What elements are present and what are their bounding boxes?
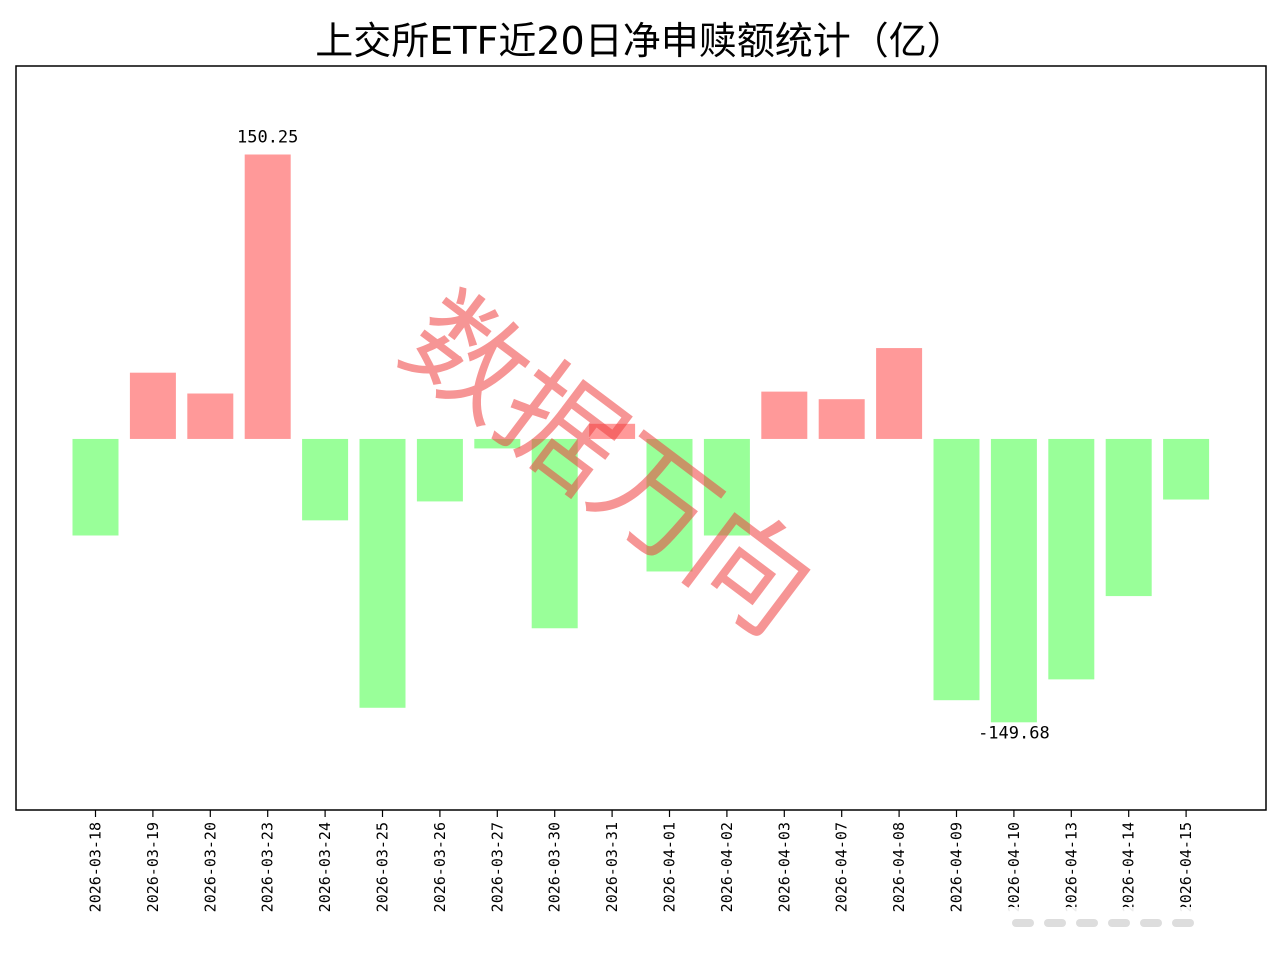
bar-2026-04-08 (876, 348, 923, 439)
bar-2026-03-20 (187, 393, 234, 439)
x-tick-label: 2026-04-10 (1005, 822, 1023, 912)
bar-2026-03-30 (531, 438, 578, 629)
bar-2026-03-18 (72, 438, 119, 536)
x-tick-label: 2026-04-01 (661, 822, 679, 912)
x-axis-ticks: 2026-03-18 2026-03-19 2026-03-20 2026-03-23… (87, 810, 1195, 912)
bar-2026-04-01 (646, 438, 693, 572)
x-tick-label: 2026-03-31 (603, 822, 621, 912)
x-tick-label: 2026-03-19 (144, 822, 162, 912)
x-tick-label: 2026-03-27 (488, 822, 506, 912)
bar-2026-03-27 (474, 438, 521, 449)
plot-frame (15, 65, 1267, 811)
x-tick-label: 2026-03-23 (259, 822, 277, 912)
x-tick-label: 2026-03-18 (87, 822, 105, 912)
bar-2026-03-24 (302, 438, 349, 521)
bar-2026-03-23 (244, 154, 291, 439)
bar-2026-03-26 (416, 438, 463, 502)
footer-dot (1012, 919, 1034, 927)
x-tick-label: 2026-04-15 (1177, 822, 1195, 912)
bar-2026-03-25 (359, 438, 406, 708)
x-tick-label: 2026-04-03 (775, 822, 793, 912)
footer-dot (1140, 919, 1162, 927)
footer-badge (1002, 907, 1262, 939)
data-labels: 150.25 -149.68 (237, 128, 1050, 744)
footer-dot (1172, 919, 1194, 927)
bar-2026-03-31 (589, 423, 636, 439)
x-tick-label: 2026-04-08 (890, 822, 908, 912)
x-tick-label: 2026-03-25 (374, 822, 392, 912)
bar-2026-04-03 (761, 391, 808, 439)
bar-2026-04-13 (1048, 438, 1095, 680)
data-label: -149.68 (978, 723, 1050, 743)
chart-title: 上交所ETF近20日净申赎额统计（亿） (315, 19, 965, 63)
bar-2026-04-14 (1105, 438, 1152, 597)
footer-dot (1044, 919, 1066, 927)
bar-2026-04-10 (990, 438, 1037, 723)
x-tick-label: 2026-04-02 (718, 822, 736, 912)
bar-2026-04-02 (703, 438, 750, 536)
x-tick-label: 2026-03-30 (546, 822, 564, 912)
x-tick-label: 2026-03-24 (316, 822, 334, 912)
x-tick-label: 2026-04-14 (1120, 822, 1138, 912)
x-tick-label: 2026-03-26 (431, 822, 449, 912)
bar-2026-04-09 (933, 438, 980, 701)
x-tick-label: 2026-04-09 (948, 822, 966, 912)
x-tick-label: 2026-04-07 (833, 822, 851, 912)
x-tick-label: 2026-03-20 (201, 822, 219, 912)
footer-dot (1108, 919, 1130, 927)
bar-2026-03-19 (129, 372, 176, 439)
bar-2026-04-07 (818, 399, 865, 439)
data-label: 150.25 (237, 128, 298, 148)
bar-series (72, 154, 1210, 723)
bar-2026-04-15 (1163, 438, 1210, 500)
x-tick-label: 2026-04-13 (1062, 822, 1080, 912)
footer-dot (1076, 919, 1098, 927)
